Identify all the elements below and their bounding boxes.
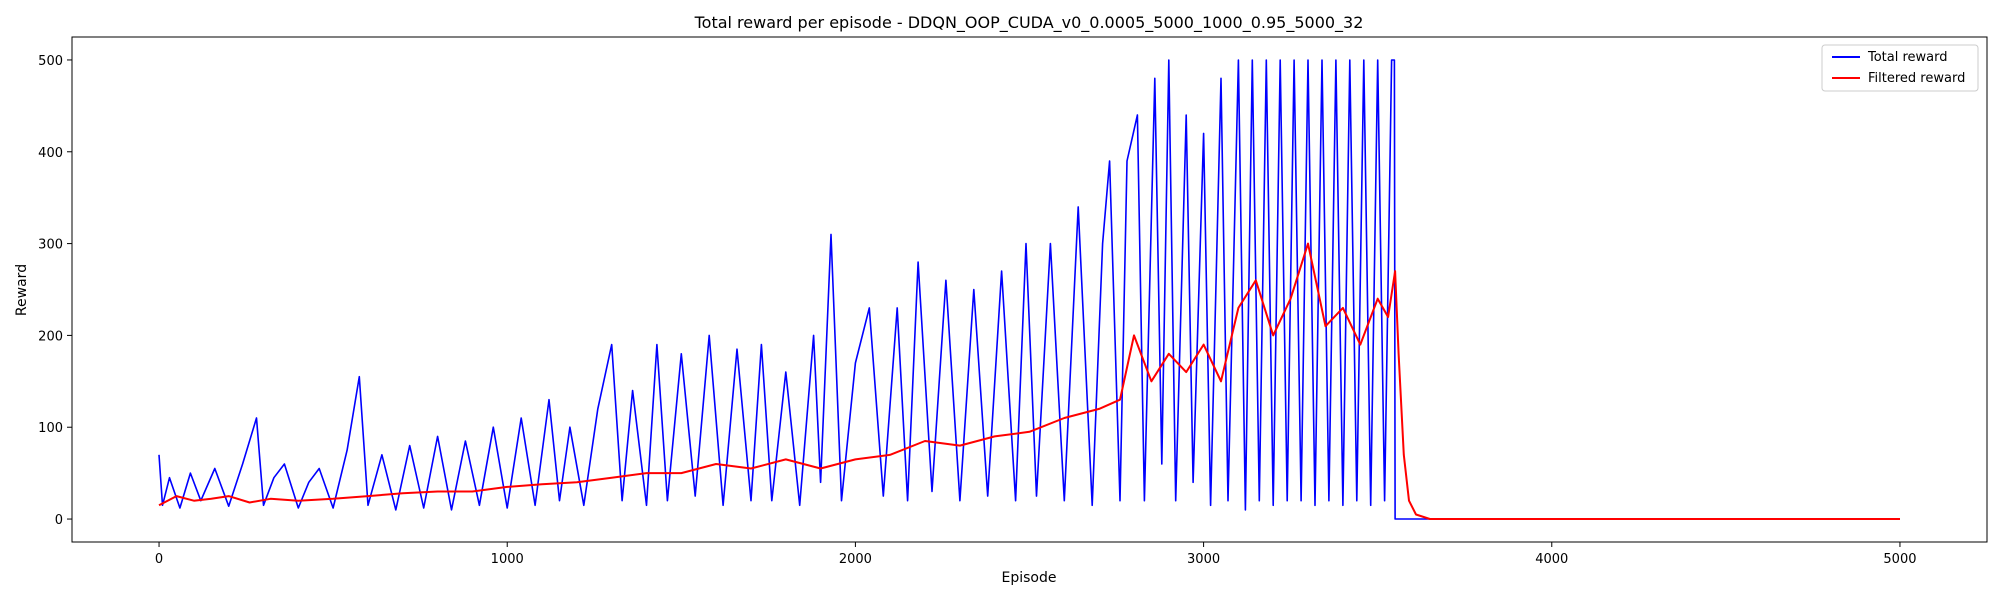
series-filtered-reward — [158, 242, 1900, 520]
y-tick-label: 100 — [38, 421, 63, 436]
legend: Total reward Filtered reward — [1821, 44, 1979, 92]
y-axis-label: Reward — [14, 264, 30, 316]
x-tick-label: 0 — [155, 552, 163, 567]
plot-frame — [71, 36, 1988, 543]
x-tick-label: 3000 — [1187, 552, 1220, 567]
x-tick-label: 5000 — [1883, 552, 1916, 567]
x-tick-label: 1000 — [491, 552, 524, 567]
legend-label-total: Total reward — [1867, 50, 1948, 65]
y-tick-label: 0 — [55, 513, 63, 528]
x-axis-label: Episode — [1002, 570, 1057, 586]
y-tick-label: 200 — [38, 329, 63, 344]
chart-title: Total reward per episode - DDQN_OOP_CUDA… — [694, 13, 1364, 33]
x-tick-label: 2000 — [839, 552, 872, 567]
axis-ticks: 0 1000 2000 3000 4000 5000 0 100 200 300 400 500 — [38, 54, 1916, 567]
y-tick-label: 500 — [38, 54, 63, 69]
y-tick-label: 300 — [38, 238, 63, 253]
legend-label-filtered: Filtered reward — [1868, 71, 1965, 86]
x-tick-label: 4000 — [1535, 552, 1568, 567]
y-tick-label: 400 — [38, 146, 63, 161]
series-total-reward — [158, 59, 1900, 520]
series-lines — [158, 59, 1900, 520]
legend-box — [1821, 44, 1979, 92]
